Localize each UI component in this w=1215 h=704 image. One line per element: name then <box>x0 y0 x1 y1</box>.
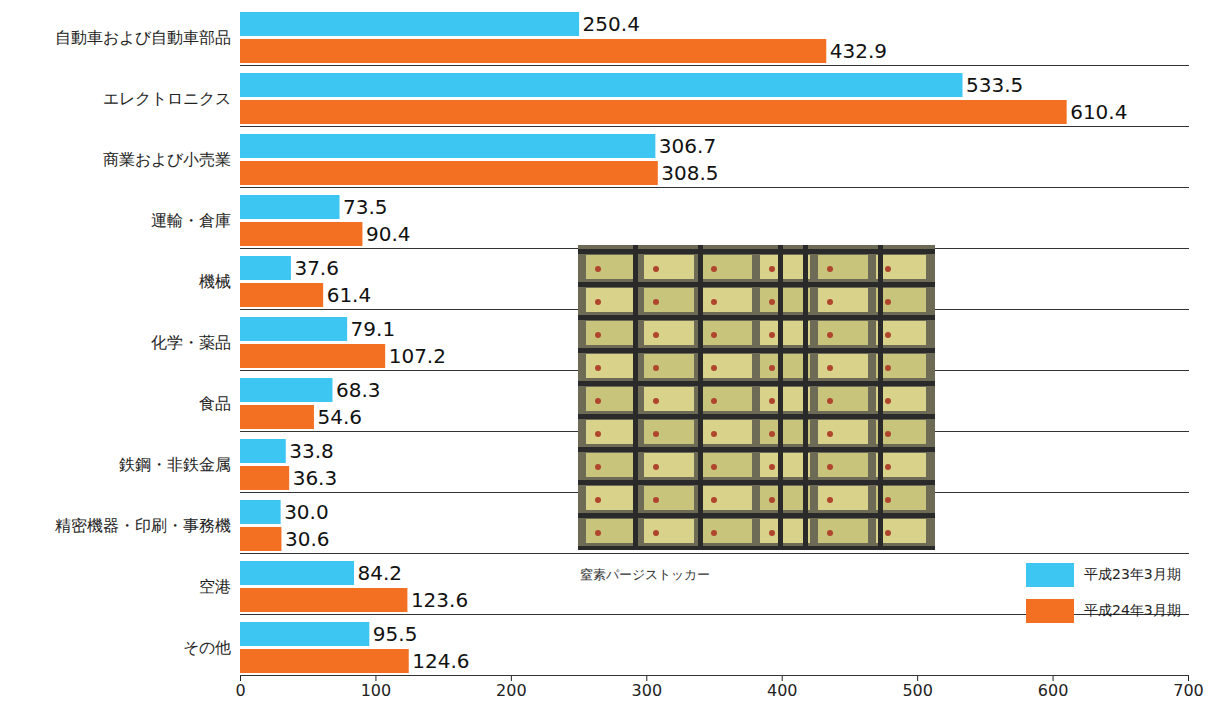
svg-text:精密機器・印刷・事務機: 精密機器・印刷・事務機 <box>55 516 231 535</box>
svg-text:533.5: 533.5 <box>966 73 1023 97</box>
svg-text:30.6: 30.6 <box>285 527 330 551</box>
svg-text:商業および小売業: 商業および小売業 <box>103 150 231 169</box>
svg-text:90.4: 90.4 <box>366 222 411 246</box>
svg-text:400: 400 <box>767 681 798 700</box>
svg-text:600: 600 <box>1038 681 1069 700</box>
svg-text:700: 700 <box>1173 681 1204 700</box>
svg-text:95.5: 95.5 <box>373 622 418 646</box>
svg-text:鉄鋼・非鉄金属: 鉄鋼・非鉄金属 <box>119 455 231 474</box>
svg-text:123.6: 123.6 <box>411 588 468 612</box>
svg-text:500: 500 <box>902 681 933 700</box>
html-text:平成24年3月期: 平成24年3月期 <box>1084 602 1181 618</box>
svg-text:107.2: 107.2 <box>389 344 446 368</box>
svg-text:エレクトロニクス: エレクトロニクス <box>103 89 231 108</box>
svg-text:空港: 空港 <box>199 577 231 596</box>
svg-text:その他: その他 <box>183 638 231 657</box>
svg-text:食品: 食品 <box>199 394 231 413</box>
svg-text:306.7: 306.7 <box>659 134 716 158</box>
svg-text:432.9: 432.9 <box>830 39 887 63</box>
svg-text:化学・薬品: 化学・薬品 <box>151 333 231 352</box>
svg-text:308.5: 308.5 <box>661 161 718 185</box>
svg-text:250.4: 250.4 <box>583 12 640 36</box>
svg-text:0: 0 <box>235 681 245 700</box>
svg-text:36.3: 36.3 <box>293 466 338 490</box>
svg-text:79.1: 79.1 <box>351 317 396 341</box>
svg-text:124.6: 124.6 <box>412 649 469 673</box>
svg-text:30.0: 30.0 <box>284 500 329 524</box>
svg-text:運輸・倉庫: 運輸・倉庫 <box>151 211 231 230</box>
svg-text:100: 100 <box>361 681 392 700</box>
html-text:窒素パージストッカー: 窒素パージストッカー <box>580 567 710 582</box>
svg-text:37.6: 37.6 <box>294 256 339 280</box>
svg-text:200: 200 <box>496 681 527 700</box>
svg-text:68.3: 68.3 <box>336 378 381 402</box>
svg-text:610.4: 610.4 <box>1070 100 1127 124</box>
svg-text:自動車および自動車部品: 自動車および自動車部品 <box>55 28 231 47</box>
svg-text:300: 300 <box>632 681 663 700</box>
svg-text:54.6: 54.6 <box>317 405 362 429</box>
svg-text:33.8: 33.8 <box>289 439 334 463</box>
svg-text:84.2: 84.2 <box>358 561 403 585</box>
svg-text:73.5: 73.5 <box>343 195 388 219</box>
svg-text:61.4: 61.4 <box>327 283 372 307</box>
html-text:平成23年3月期: 平成23年3月期 <box>1084 566 1181 582</box>
svg-text:機械: 機械 <box>199 272 231 291</box>
